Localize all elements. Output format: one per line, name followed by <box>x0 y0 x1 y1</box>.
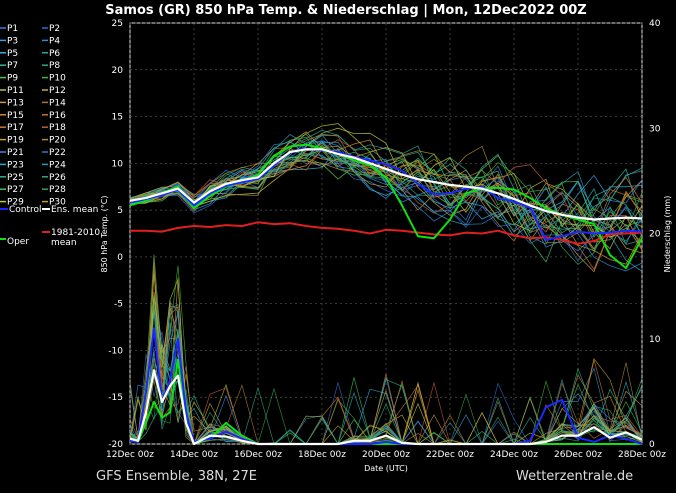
legend-label: P15 <box>7 111 24 121</box>
x-tick-label: 26Dec 00z <box>554 450 602 460</box>
series-ens-mean-precip <box>129 369 643 446</box>
series-1981-2010-mean <box>130 221 643 245</box>
legend-label: mean <box>51 238 77 248</box>
y-left-tick-label: 25 <box>112 19 123 29</box>
legend-label: P2 <box>49 24 60 34</box>
series-control-precip <box>129 327 643 445</box>
y-left-tick-label: 15 <box>112 113 123 123</box>
y-right-tick-label: 40 <box>649 19 661 29</box>
y-left-tick-label: 20 <box>112 66 124 76</box>
legend-label: P17 <box>7 123 24 133</box>
legend-label: P27 <box>7 185 24 195</box>
legend-label: P12 <box>49 86 66 96</box>
member-temp-line <box>129 127 643 250</box>
legend-label: P24 <box>49 160 66 170</box>
y-right-tick-label: 0 <box>649 440 655 450</box>
legend-label: P13 <box>7 98 24 108</box>
member-temp-line <box>129 152 643 273</box>
y-axis-left-label: 850 hPa Temp. (°C) <box>100 195 109 272</box>
chart-title: Samos (GR) 850 hPa Temp. & Niederschlag … <box>105 3 586 18</box>
member-temp-line <box>129 141 643 229</box>
legend-label: Oper <box>7 237 29 247</box>
legend-label: P21 <box>7 148 24 158</box>
y-axis-right-label: Niederschlag (mm) <box>663 196 672 273</box>
legend-label: P25 <box>7 173 24 183</box>
legend-label: P23 <box>7 160 24 170</box>
legend-label: P20 <box>49 136 66 146</box>
legend-label: P11 <box>7 86 24 96</box>
legend-label: P29 <box>7 198 24 208</box>
x-tick-label: 20Dec 00z <box>362 450 410 460</box>
member-temp-line <box>129 134 643 245</box>
x-tick-label: 18Dec 00z <box>298 450 346 460</box>
member-temp-line <box>129 140 643 252</box>
legend-label: P19 <box>7 136 24 146</box>
y-right-tick-label: 10 <box>649 335 661 345</box>
y-left-tick-label: 10 <box>112 159 124 169</box>
x-axis-label: Date (UTC) <box>364 464 408 473</box>
legend-label: P7 <box>7 61 18 71</box>
footer-model: GFS Ensemble, 38N, 27E <box>96 469 257 484</box>
x-tick-label: 16Dec 00z <box>234 450 282 460</box>
legend-label: P9 <box>7 74 18 84</box>
y-left-tick-label: -10 <box>108 346 123 356</box>
legend-label: P8 <box>49 61 60 71</box>
x-tick-label: 28Dec 00z <box>618 450 666 460</box>
y-left-tick-label: 5 <box>117 206 123 216</box>
member-precip-line <box>129 265 643 445</box>
series-layer <box>129 143 643 446</box>
y-left-tick-label: -15 <box>108 393 123 403</box>
legend-label: P16 <box>49 111 66 121</box>
series-control <box>129 147 643 241</box>
member-temp-line <box>129 123 643 238</box>
legend-label: P30 <box>49 198 66 208</box>
legend-label: P14 <box>49 98 66 108</box>
legend-label: 1981-2010 <box>51 228 100 238</box>
member-temp-line <box>129 133 643 271</box>
legend-label: Ens. mean <box>51 205 98 215</box>
y-left-tick-label: 0 <box>117 253 123 263</box>
footer-source: Wetterzentrale.de <box>516 469 633 484</box>
legend-label: P28 <box>49 185 66 195</box>
legend-label: P26 <box>49 173 66 183</box>
legend-label: P18 <box>49 123 66 133</box>
legend-label: Control <box>9 205 42 215</box>
x-tick-label: 14Dec 00z <box>170 450 218 460</box>
y-left-tick-label: -5 <box>114 300 123 310</box>
legend-label: P10 <box>49 74 66 84</box>
x-tick-label: 12Dec 00z <box>106 450 154 460</box>
legend: P1 P2 P3 P4 P5 P6 P7 P8 P9 P10 P11 P12 P13 P14 P15 P16 P… <box>0 24 100 248</box>
series-ens-mean <box>129 148 643 221</box>
legend-label: P5 <box>7 49 18 59</box>
legend-label: P3 <box>7 36 18 46</box>
x-tick-label: 24Dec 00z <box>490 450 538 460</box>
y-right-tick-label: 30 <box>649 124 661 134</box>
legend-label: P4 <box>49 36 60 46</box>
x-tick-label: 22Dec 00z <box>426 450 474 460</box>
y-left-tick-label: -20 <box>108 440 123 450</box>
y-right-tick-label: 20 <box>649 230 661 240</box>
member-temp-line <box>129 142 643 242</box>
axes: 12Dec 00z 14Dec 00z 16Dec 00z 18Dec 00z 20De… <box>106 19 666 460</box>
legend-label: P6 <box>49 49 60 59</box>
legend-label: P22 <box>49 148 66 158</box>
legend-label: P1 <box>7 24 18 34</box>
